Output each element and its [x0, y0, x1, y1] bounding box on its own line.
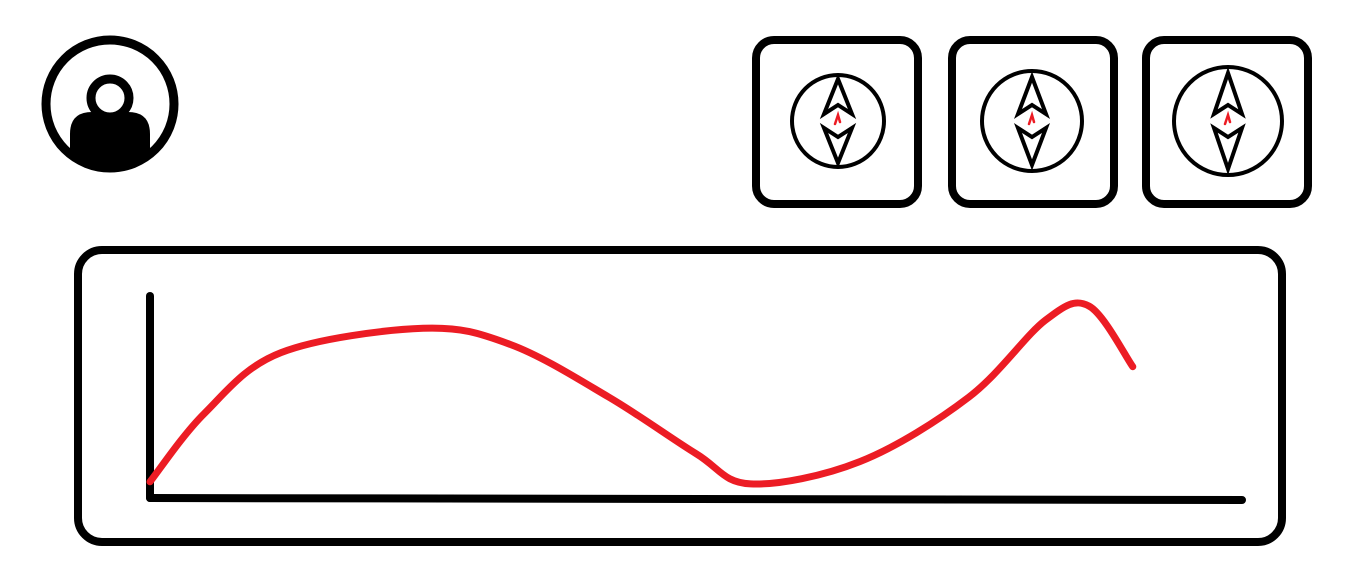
compass-card-3[interactable] — [1142, 36, 1312, 208]
avatar[interactable] — [40, 34, 180, 174]
compass-card-1[interactable] — [752, 36, 922, 208]
user-silhouette-icon — [41, 35, 179, 173]
compass-icon — [790, 73, 886, 169]
compass-icon — [1172, 65, 1284, 177]
compass-card-2[interactable] — [948, 36, 1118, 208]
compass-icon — [980, 69, 1084, 173]
chart-panel — [74, 246, 1286, 546]
series-line — [146, 299, 1137, 488]
chart-frame — [74, 246, 1286, 546]
x-axis — [146, 494, 1246, 504]
